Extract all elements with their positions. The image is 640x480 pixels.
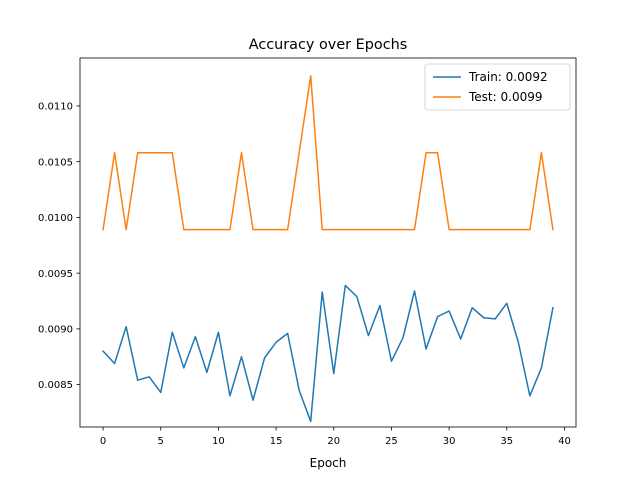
y-tick-label: 0.0085	[38, 380, 73, 391]
y-tick-label: 0.0110	[38, 102, 73, 113]
x-tick-label: 15	[270, 436, 283, 447]
x-axis-label: Epoch	[310, 456, 347, 470]
series-line-0	[102, 284, 554, 423]
y-axis-ticks: 0.0085 0.0090 0.0095 0.0100 0.0105 0.0110	[38, 102, 80, 391]
x-tick-label: 40	[558, 436, 571, 447]
legend: Train: 0.0092 Test: 0.0099	[424, 63, 571, 111]
chart-title: Accuracy over Epochs	[249, 37, 408, 53]
x-tick-label: 5	[158, 436, 164, 447]
series-line-1	[102, 75, 554, 231]
plot-area	[79, 57, 577, 428]
legend-box	[424, 63, 571, 111]
x-tick-label: 25	[385, 436, 398, 447]
legend-label-0: Train: 0.0092	[468, 70, 548, 84]
x-axis-ticks: 0 5 10 15 20 25 30 35 40	[100, 427, 571, 447]
x-tick-label: 30	[443, 436, 456, 447]
x-tick-label: 10	[212, 436, 225, 447]
x-tick-label: 0	[100, 436, 106, 447]
x-tick-label: 20	[327, 436, 340, 447]
y-tick-label: 0.0105	[38, 157, 73, 168]
legend-label-1: Test: 0.0099	[468, 90, 542, 104]
y-tick-label: 0.0090	[38, 324, 73, 335]
x-tick-label: 35	[500, 436, 513, 447]
y-tick-label: 0.0100	[38, 213, 73, 224]
y-tick-label: 0.0095	[38, 269, 73, 280]
axes-frame	[79, 57, 577, 428]
